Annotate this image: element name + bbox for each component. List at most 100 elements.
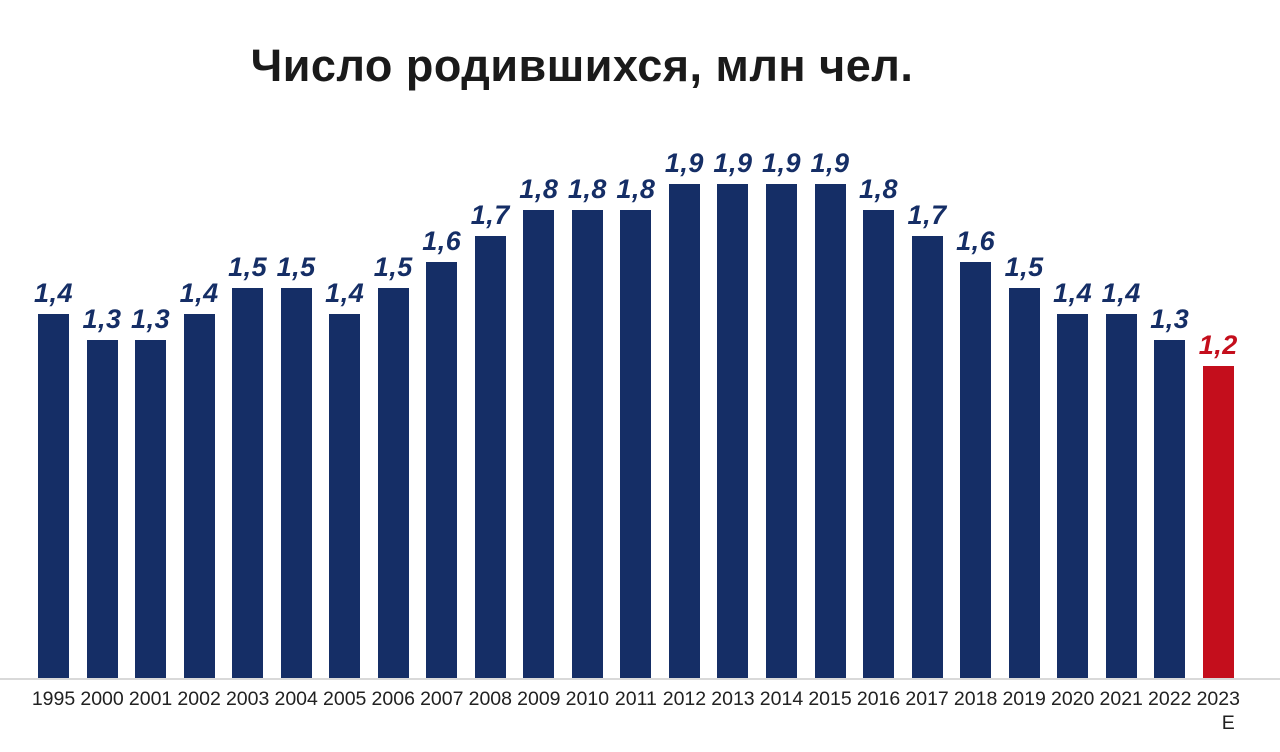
bar-value-label: 1,2	[1198, 330, 1238, 360]
bar-column: 1,8 2010	[566, 176, 609, 711]
bar-value-label: 1,8	[519, 174, 559, 204]
bar-column: 1,3 2000	[80, 306, 123, 711]
x-axis-label: 2008	[468, 688, 512, 710]
bar	[1202, 366, 1234, 678]
x-axis-label: 2006	[371, 688, 415, 710]
bar-column: 1,4 2002	[177, 280, 220, 711]
bar-value-label: 1,9	[713, 148, 753, 178]
bar-value-label: 1,3	[131, 304, 171, 334]
x-axis-label: 1995	[31, 688, 76, 710]
bar	[38, 314, 69, 678]
bar-column: 1,6 2007	[420, 228, 463, 711]
bar-value-label: 1,8	[616, 174, 656, 204]
bar	[571, 210, 603, 678]
x-axis-label: 2007	[420, 688, 464, 710]
bar-value-label: 1,4	[179, 278, 219, 308]
bar	[377, 288, 409, 678]
bar-column: 1,7 2017	[905, 202, 948, 711]
bar	[135, 340, 167, 678]
bar	[717, 184, 749, 678]
bar-value-label: 1,3	[1150, 304, 1190, 334]
x-axis-label: 2018	[953, 688, 998, 710]
bar-value-label: 1,4	[1053, 278, 1093, 308]
x-axis-label: 2004	[274, 688, 318, 710]
x-axis-label: 2014	[759, 688, 804, 710]
bar-column: 1,7 2008	[469, 202, 512, 711]
x-axis-label: 2005	[323, 688, 367, 710]
bar-column: 1,5 2003	[226, 254, 269, 711]
bar	[474, 236, 506, 678]
x-axis-label: 2001	[128, 688, 173, 710]
bar-value-label: 1,3	[82, 304, 122, 334]
x-axis-label: 2022	[1148, 688, 1192, 710]
bar	[1008, 288, 1040, 678]
bar-column: 1,2 2023 E	[1197, 332, 1240, 735]
bar-column: 1,8 2011	[615, 176, 657, 711]
x-axis-label: 2000	[80, 688, 124, 710]
bar-value-label: 1,5	[276, 252, 316, 282]
bar	[960, 262, 992, 678]
x-axis-label: 2016	[856, 688, 901, 710]
estimate-note: E	[1221, 712, 1235, 735]
bar-column: 1,9 2012	[663, 150, 706, 711]
chart-title: Число родившихся, млн чел.	[250, 40, 914, 91]
bar	[765, 184, 797, 678]
x-axis-label: 2020	[1050, 688, 1095, 710]
bar	[329, 314, 361, 678]
bar	[523, 210, 555, 678]
bar	[668, 184, 700, 678]
bar	[814, 184, 846, 678]
bar-column: 1,3 2022	[1148, 306, 1191, 711]
bar-value-label: 1,7	[470, 200, 510, 230]
bar-value-label: 1,8	[567, 174, 607, 204]
bar-column: 1,6 2018	[954, 228, 997, 711]
bar-column: 1,9 2013	[711, 150, 754, 711]
chart-columns: 1,4 1995 1,3 2000 1,3 2001 1,4 2002 1,5 2003 1,5 20…	[32, 150, 1240, 735]
bar-column: 1,3 2001	[129, 306, 172, 711]
x-axis-label: 2021	[1099, 688, 1143, 710]
x-axis-label: 2012	[662, 688, 707, 710]
bar-column: 1,5 2019	[1002, 254, 1045, 711]
bar-column: 1,8 2016	[857, 176, 900, 711]
bar-value-label: 1,9	[810, 148, 850, 178]
bar-value-label: 1,5	[228, 252, 268, 282]
bar-value-label: 1,9	[761, 148, 801, 178]
bar-column: 1,4 2021	[1100, 280, 1143, 711]
bar-value-label: 1,4	[1101, 278, 1141, 308]
bar-column: 1,4 2005	[323, 280, 366, 711]
bar-column: 1,9 2015	[808, 150, 851, 711]
bar-value-label: 1,4	[325, 278, 365, 308]
bar	[863, 210, 895, 678]
bar-value-label: 1,5	[1004, 252, 1044, 282]
bar-column: 1,9 2014	[760, 150, 803, 711]
x-axis-label: 2015	[808, 688, 852, 710]
x-axis-label: 2002	[177, 688, 221, 710]
x-axis-label: 2017	[905, 688, 949, 710]
bar-column: 1,5 2006	[372, 254, 415, 711]
bar	[232, 288, 264, 678]
bar-value-label: 1,8	[859, 174, 899, 204]
bar-column: 1,4 2020	[1051, 280, 1094, 711]
bar	[426, 262, 458, 678]
bar-value-label: 1,9	[664, 148, 704, 178]
bar-value-label: 1,6	[956, 226, 996, 256]
x-axis-label: 2023 E	[1197, 688, 1240, 736]
bar	[911, 236, 943, 678]
bar	[183, 314, 215, 678]
x-axis-label: 2011	[614, 688, 657, 710]
x-axis-label: 2013	[711, 688, 755, 710]
bar-column: 1,4 1995	[32, 280, 75, 711]
bar-column: 1,5 2004	[274, 254, 317, 711]
bar	[86, 340, 118, 678]
x-axis-label: 2003	[225, 688, 270, 710]
bar	[620, 210, 652, 678]
bar-value-label: 1,5	[373, 252, 413, 282]
x-axis-label: 2009	[517, 688, 561, 710]
bar	[1154, 340, 1186, 678]
bar-value-label: 1,6	[422, 226, 462, 256]
x-axis-label: 2019	[1002, 688, 1046, 710]
bar-column: 1,8 2009	[517, 176, 560, 711]
x-axis-line	[0, 678, 1280, 680]
x-axis-label: 2010	[565, 688, 610, 710]
